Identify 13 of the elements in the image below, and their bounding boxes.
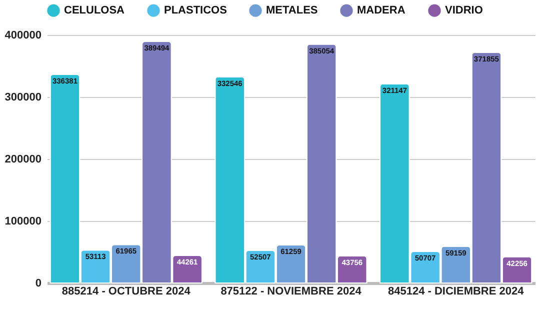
legend-label: PLASTICOS (164, 4, 227, 17)
legend-label: VIDRIO (445, 4, 484, 17)
y-tick-label: 300000 (4, 92, 42, 104)
x-tick-label: 875122 - NOVIEMBRE 2024 (220, 286, 362, 298)
legend-label: CELULOSA (64, 4, 125, 17)
x-tick-label: 845124 - DICIEMBRE 2024 (388, 286, 525, 298)
legend-label: MADERA (357, 4, 406, 17)
y-tick-label: 200000 (4, 154, 42, 166)
x-tick-label: 885214 - OCTUBRE 2024 (62, 286, 192, 298)
y-tick-label: 0 (35, 278, 42, 290)
legend-label: METALES (266, 4, 318, 17)
y-tick-label: 100000 (4, 216, 42, 228)
y-tick-label: 400000 (4, 30, 42, 42)
